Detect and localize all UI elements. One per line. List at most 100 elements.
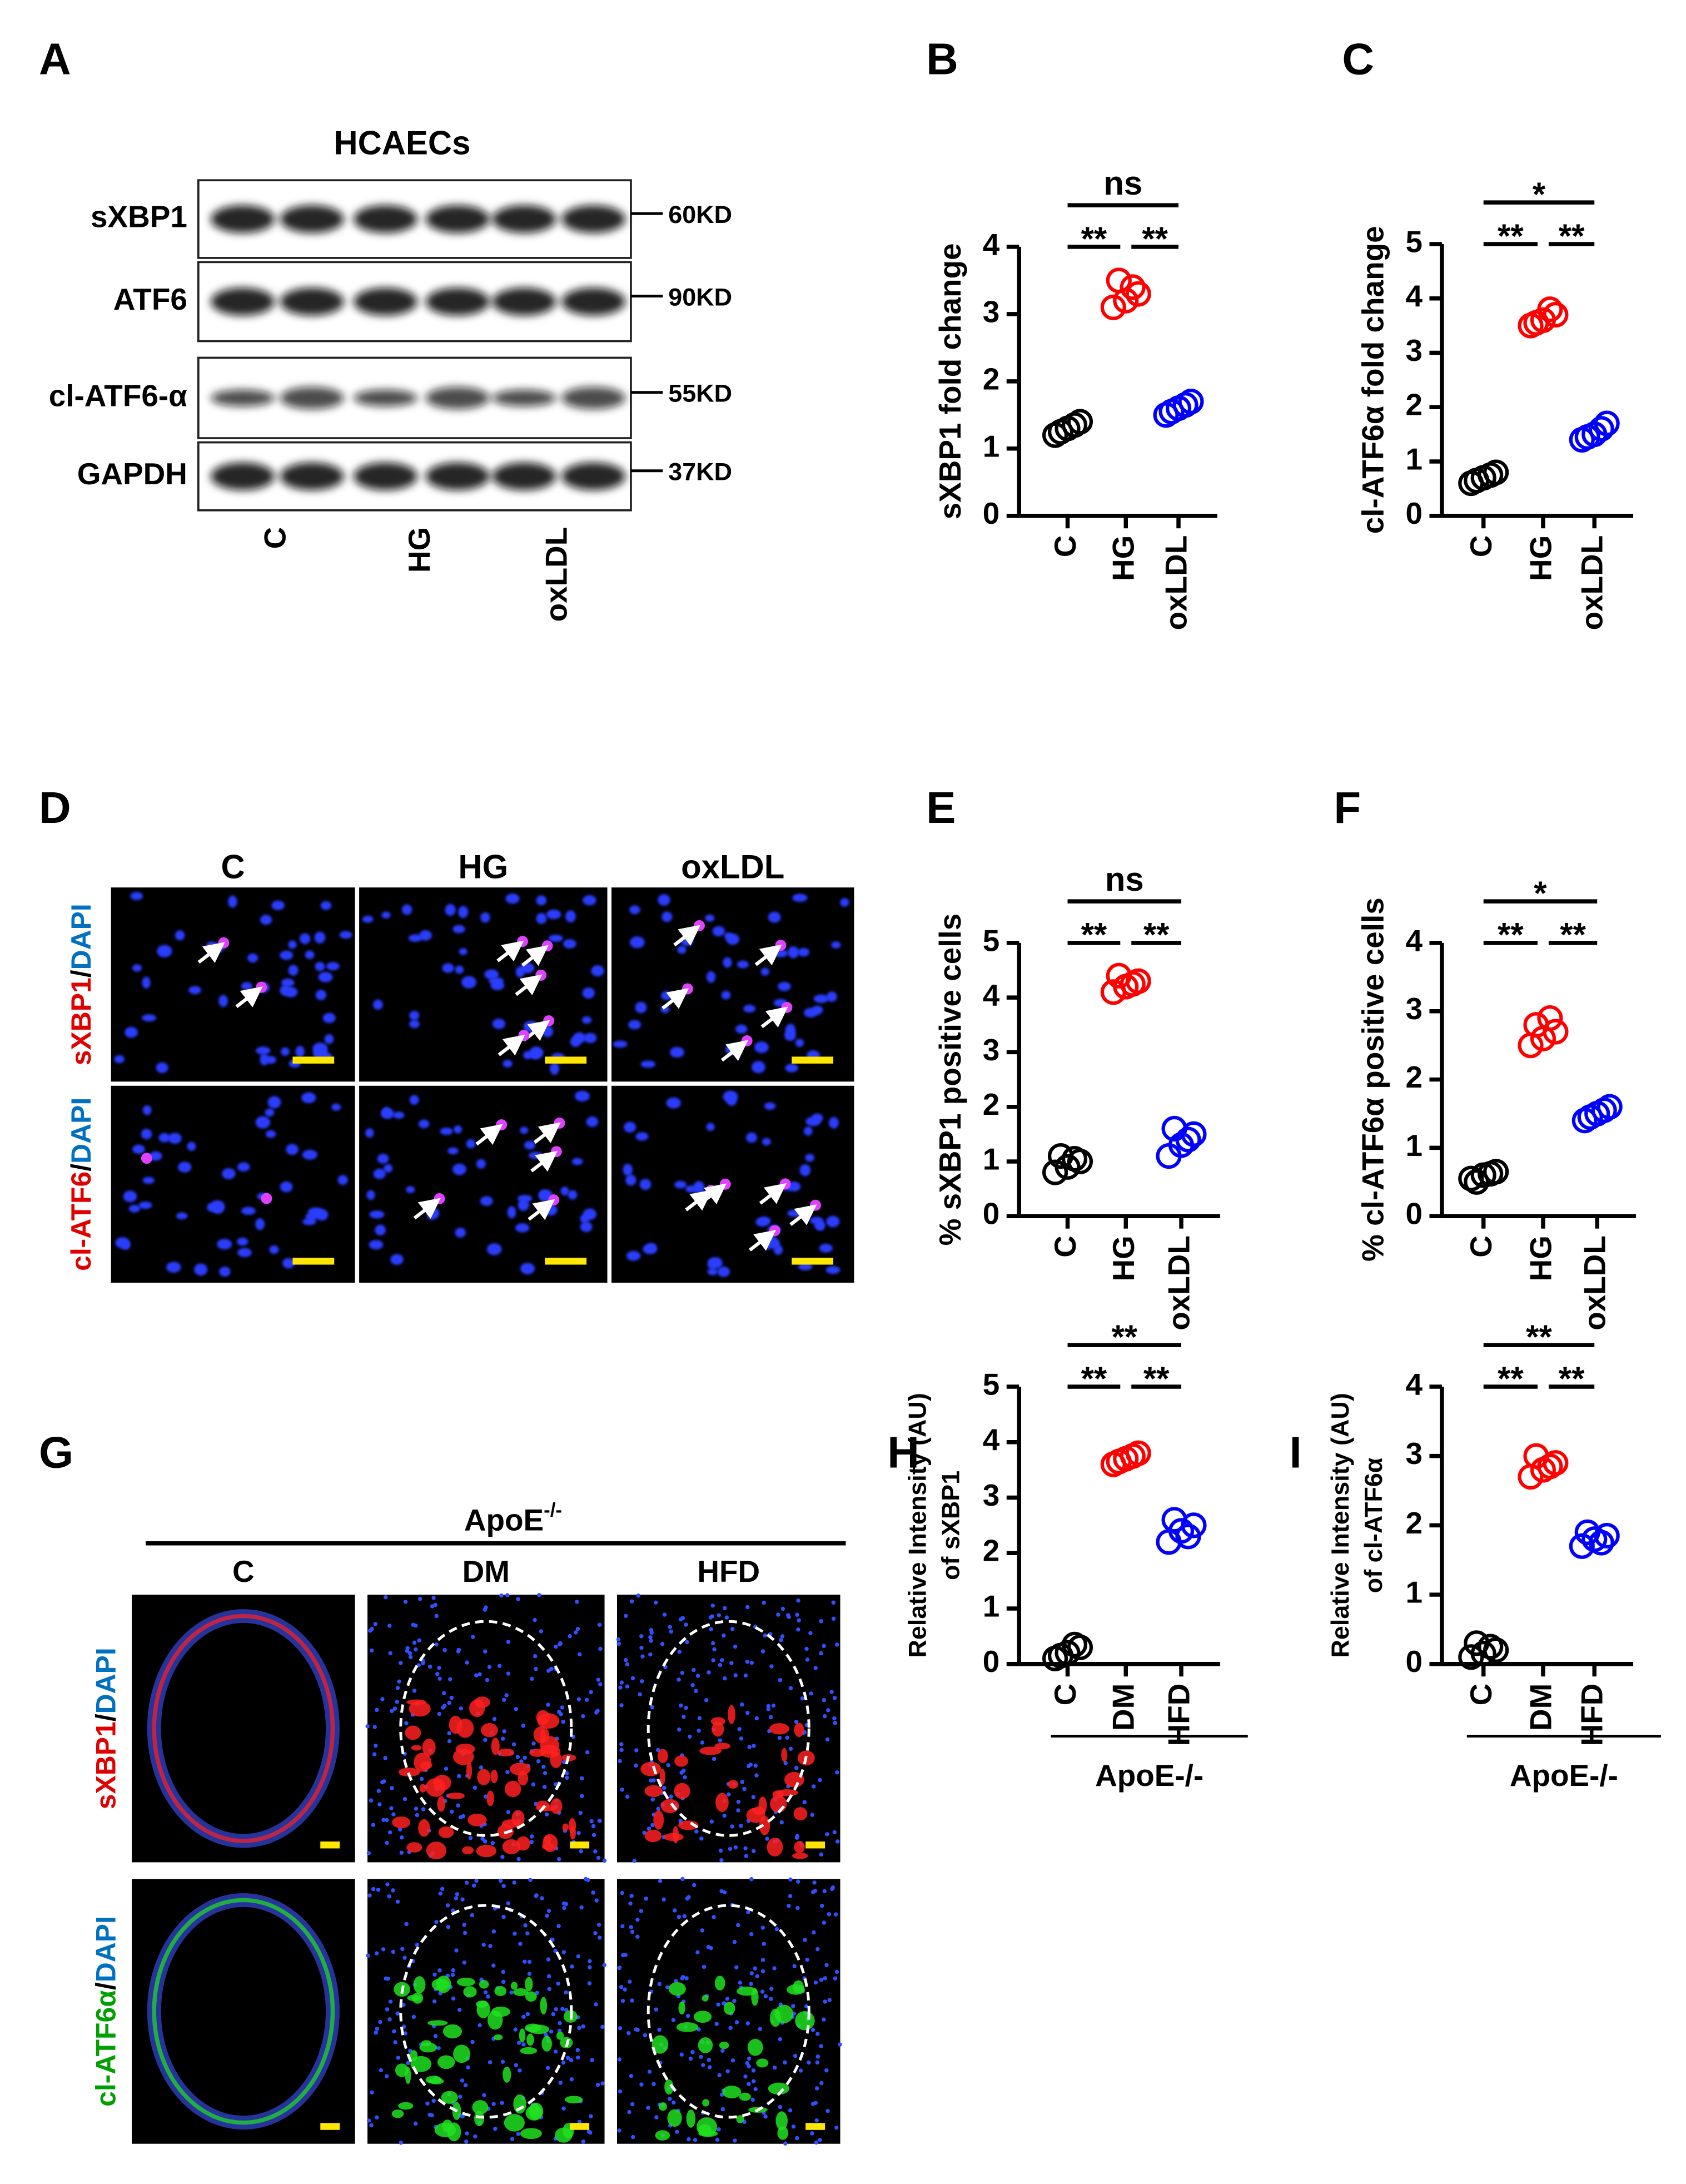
nucleus — [583, 1208, 597, 1220]
lane-label: C — [257, 527, 292, 549]
nucleus — [403, 2031, 407, 2036]
nucleus — [228, 895, 237, 908]
nucleus — [498, 1878, 503, 1883]
nucleus — [452, 1163, 466, 1175]
nucleus — [288, 965, 299, 976]
nucleus — [575, 1600, 579, 1604]
nucleus — [468, 1836, 473, 1840]
nucleus — [668, 1625, 673, 1629]
nucleus — [562, 1905, 566, 1910]
nucleus — [578, 1810, 583, 1815]
nucleus — [815, 2054, 820, 2059]
nucleus — [629, 905, 640, 915]
stain — [781, 1748, 788, 1763]
nucleus — [701, 2063, 705, 2067]
nucleus — [452, 925, 465, 934]
stain — [519, 2028, 526, 2043]
stain — [555, 2127, 573, 2143]
nucleus — [646, 1826, 651, 1831]
nucleus — [795, 1905, 800, 1910]
nucleus — [679, 2052, 684, 2057]
nucleus — [628, 1901, 633, 1906]
nucleus — [586, 2129, 591, 2134]
stain — [723, 2002, 735, 2015]
x-tick-label: oxLDL — [1575, 535, 1609, 631]
lane-label: HG — [402, 527, 436, 573]
nucleus — [457, 2094, 462, 2099]
nucleus — [776, 1612, 780, 1617]
nucleus — [623, 1987, 627, 1992]
nucleus — [760, 1989, 765, 1994]
nucleus — [451, 1996, 456, 2001]
nucleus — [824, 1963, 829, 1967]
nucleus — [733, 2138, 737, 2143]
stain — [556, 2031, 564, 2040]
nucleus — [814, 2086, 819, 2091]
nucleus — [387, 2017, 392, 2022]
lane-label: oxLDL — [539, 527, 574, 622]
nucleus — [630, 1599, 634, 1604]
nucleus — [462, 1960, 467, 1965]
nucleus — [381, 911, 391, 919]
nucleus — [505, 1770, 510, 1774]
nucleus — [402, 1796, 407, 1801]
nucleus — [825, 1737, 830, 1742]
nucleus — [314, 931, 326, 944]
nucleus — [142, 1014, 157, 1022]
scale-bar — [792, 1056, 834, 1064]
nucleus — [834, 1969, 839, 1974]
nucleus — [381, 1818, 386, 1822]
positive-cell — [554, 1117, 565, 1129]
nucleus — [584, 1033, 597, 1043]
nucleus — [815, 2032, 820, 2036]
stain — [776, 1789, 798, 1796]
panel-letter: H — [887, 1428, 919, 1477]
nucleus — [523, 1051, 533, 1060]
column-label: C — [232, 1554, 255, 1589]
nucleus — [541, 1764, 546, 1769]
nucleus — [752, 1849, 756, 1854]
nucleus — [760, 1969, 765, 1974]
stain — [467, 1813, 487, 1826]
nucleus — [315, 961, 325, 971]
nucleus — [556, 1857, 561, 1862]
nucleus — [647, 2069, 652, 2074]
nucleus — [545, 1913, 549, 1918]
arrow — [515, 974, 543, 996]
nucleus — [745, 1660, 750, 1664]
nucleus — [745, 1605, 750, 1610]
nucleus — [699, 2054, 703, 2059]
nucleus — [377, 1802, 382, 1806]
nucleus — [465, 1660, 469, 1665]
nucleus — [674, 1180, 687, 1189]
stain — [413, 1976, 426, 1994]
stain — [655, 2130, 670, 2141]
nucleus — [829, 1690, 834, 1694]
nucleus — [623, 1163, 633, 1176]
band — [354, 389, 417, 406]
nucleus — [411, 2014, 416, 2019]
nucleus — [718, 1738, 722, 1743]
nucleus — [558, 1642, 562, 1647]
nucleus — [455, 1227, 466, 1238]
arrow — [197, 942, 225, 964]
nucleus — [832, 1716, 837, 1721]
nucleus — [755, 1218, 769, 1227]
data-point — [1047, 1143, 1074, 1169]
nucleus — [795, 2136, 799, 2141]
nucleus — [634, 1748, 639, 1753]
nucleus — [697, 1728, 701, 1733]
nucleus — [449, 1695, 454, 1700]
group-header: ApoE-/- — [464, 1500, 562, 1537]
nucleus — [580, 1222, 593, 1232]
nucleus — [366, 1953, 370, 1958]
nucleus — [483, 1990, 488, 1994]
y-tick-label: 0 — [1405, 496, 1423, 530]
nucleus — [302, 1149, 318, 1160]
nucleus — [373, 1168, 386, 1179]
nucleus — [833, 1976, 838, 1981]
nucleus — [650, 1823, 655, 1828]
stain — [758, 1796, 767, 1814]
x-tick-label: oxLDL — [1162, 1235, 1196, 1331]
nucleus — [374, 1951, 379, 1955]
